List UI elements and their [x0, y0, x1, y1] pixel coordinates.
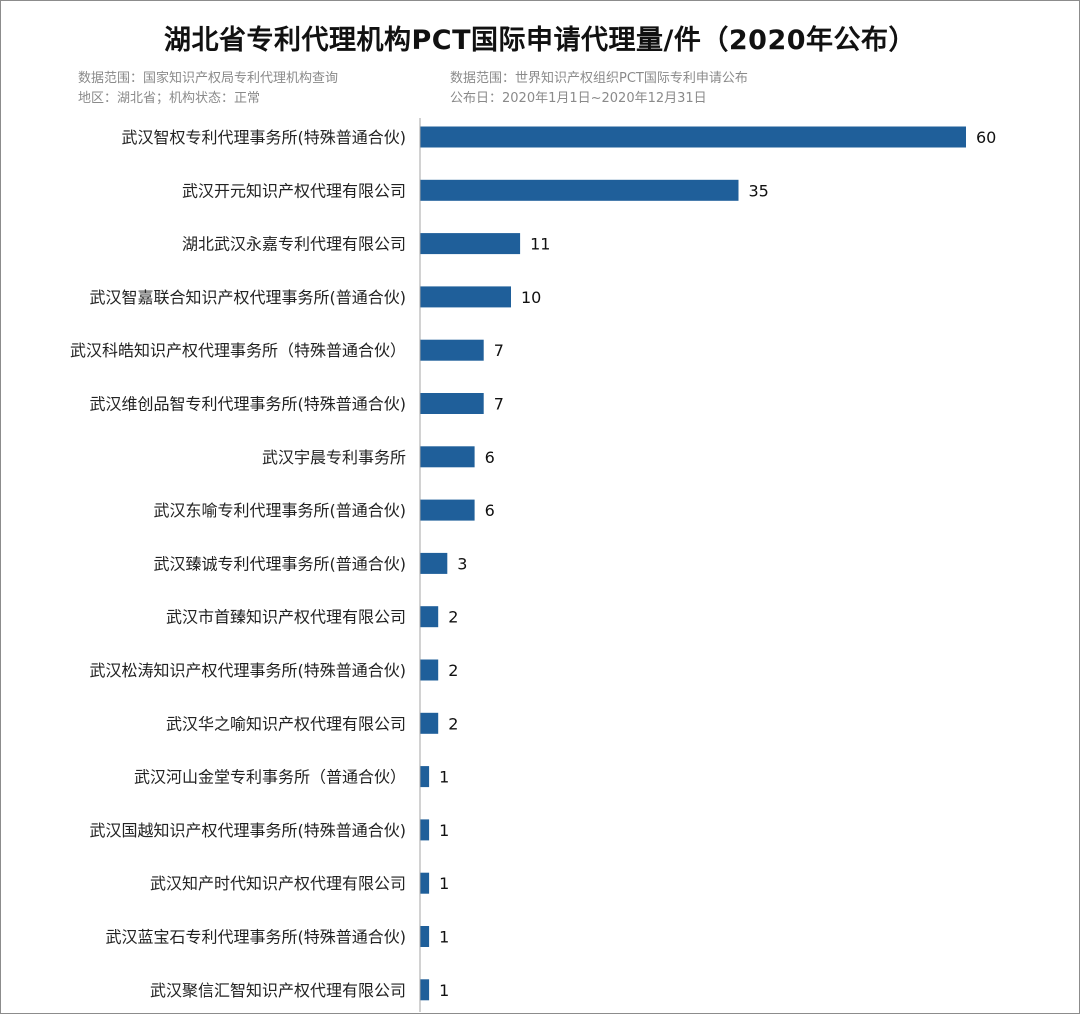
- chart-title: 湖北省专利代理机构PCT国际申请代理量/件（2020年公布）: [163, 25, 917, 56]
- bar: [420, 179, 739, 201]
- category-label: 武汉科皓知识产权代理事务所（特殊普通合伙）: [70, 341, 406, 360]
- bar: [420, 979, 430, 1001]
- bar: [420, 499, 475, 521]
- category-label: 武汉松涛知识产权代理事务所(特殊普通合伙): [90, 661, 407, 680]
- bar: [420, 393, 484, 414]
- category-label: 武汉聚信汇智知识产权代理有限公司: [150, 981, 406, 1000]
- bar: [420, 819, 430, 841]
- data-label: 1: [439, 981, 449, 1000]
- bar: [420, 552, 448, 574]
- data-label: 35: [749, 181, 769, 200]
- data-label: 2: [448, 608, 458, 627]
- category-label: 武汉蓝宝石专利代理事务所(特殊普通合伙): [106, 928, 407, 947]
- category-label: 武汉开元知识产权代理有限公司: [182, 181, 406, 200]
- data-label: 11: [530, 235, 550, 254]
- data-label: 2: [448, 661, 458, 680]
- category-label: 武汉华之喻知识产权代理有限公司: [166, 714, 406, 733]
- data-label: 1: [439, 768, 449, 787]
- data-label: 6: [485, 448, 495, 467]
- bar: [420, 712, 439, 734]
- source-note-left-line1: 数据范围：国家知识产权局专利代理机构查询: [78, 71, 339, 86]
- category-label: 武汉知产时代知识产权代理有限公司: [150, 874, 406, 893]
- source-note-right-line1: 数据范围：世界知识产权组织PCT国际专利申请公布: [450, 71, 748, 86]
- bar: [420, 446, 475, 468]
- data-label: 10: [521, 288, 541, 307]
- data-label: 7: [494, 395, 504, 414]
- category-label: 湖北武汉永嘉专利代理有限公司: [182, 235, 406, 254]
- category-label: 武汉宇晨专利事务所: [262, 448, 406, 467]
- bar: [420, 606, 439, 628]
- bar: [420, 233, 521, 255]
- category-label: 武汉臻诚专利代理事务所(普通合伙): [154, 554, 407, 573]
- data-label: 1: [439, 874, 449, 893]
- source-note-right-line2: 公布日：2020年1月1日~2020年12月31日: [450, 91, 707, 106]
- data-label: 60: [976, 128, 996, 147]
- data-label: 1: [439, 821, 449, 840]
- data-label: 3: [457, 554, 467, 573]
- bar: [420, 286, 511, 308]
- data-label: 1: [439, 928, 449, 947]
- bar: [420, 926, 430, 947]
- bar: [420, 126, 966, 148]
- bar: [420, 872, 430, 894]
- bar: [420, 766, 430, 788]
- category-label: 武汉智权专利代理事务所(特殊普通合伙): [122, 128, 407, 147]
- category-label: 武汉维创品智专利代理事务所(特殊普通合伙): [90, 395, 407, 414]
- data-label: 2: [448, 714, 458, 733]
- data-label: 6: [485, 501, 495, 520]
- category-label: 武汉智嘉联合知识产权代理事务所(普通合伙): [90, 288, 407, 307]
- bar: [420, 339, 484, 361]
- source-note-left-line2: 地区：湖北省；机构状态：正常: [78, 91, 261, 106]
- source-note-left: 数据范围：国家知识产权局专利代理机构查询 地区：湖北省；机构状态：正常: [78, 69, 338, 109]
- bar: [420, 659, 439, 681]
- category-label: 武汉东喻专利代理事务所(普通合伙): [154, 501, 407, 520]
- category-label: 武汉市首臻知识产权代理有限公司: [166, 608, 406, 627]
- category-label: 武汉国越知识产权代理事务所(特殊普通合伙): [90, 821, 407, 840]
- source-note-right: 数据范围：世界知识产权组织PCT国际专利申请公布 公布日：2020年1月1日~2…: [450, 69, 748, 109]
- data-label: 7: [494, 341, 504, 360]
- category-label: 武汉河山金堂专利事务所（普通合伙）: [134, 768, 406, 787]
